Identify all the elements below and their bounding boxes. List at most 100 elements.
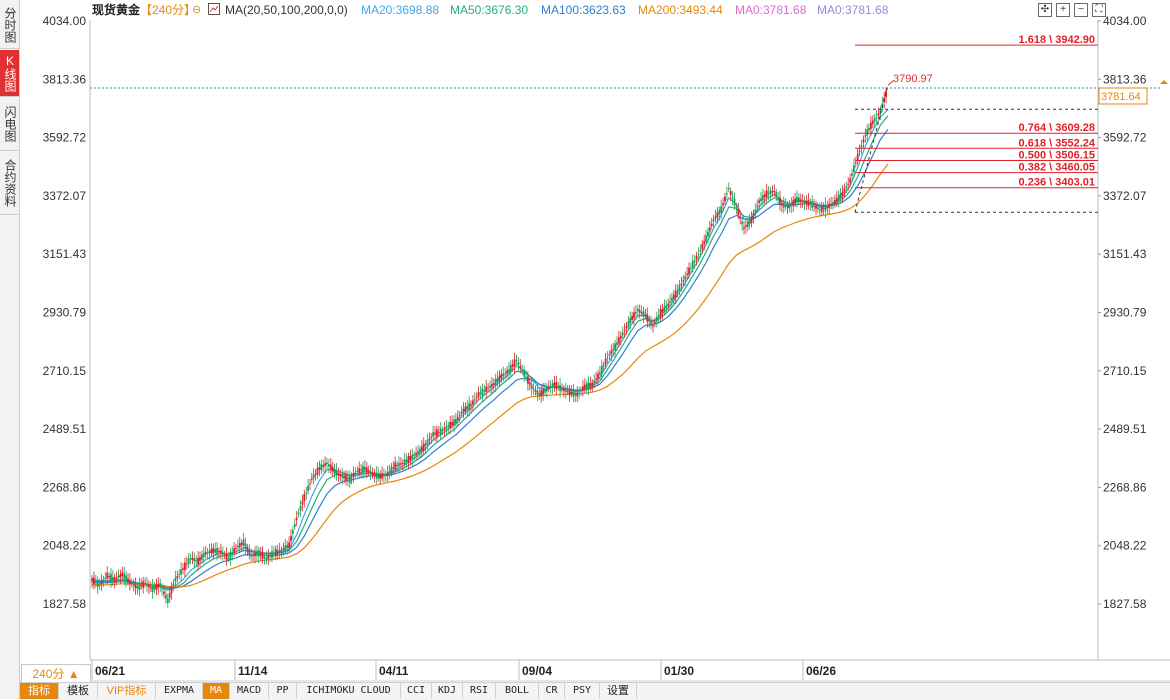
tb-ichimoku[interactable]: ICHIMOKU CLOUD	[297, 683, 401, 699]
candle-body	[242, 539, 245, 546]
candle-body	[513, 359, 516, 367]
candle-body	[701, 244, 704, 250]
candle-body	[324, 463, 326, 466]
tb-kdj[interactable]: KDJ	[432, 683, 463, 699]
tab-kline[interactable]: K线图	[0, 50, 19, 97]
candle-body	[748, 220, 751, 225]
candle-body	[805, 201, 808, 204]
candle-body	[788, 205, 791, 209]
candle-body	[587, 382, 590, 389]
candle-body	[792, 200, 795, 206]
tb-templates[interactable]: 模板	[59, 683, 98, 699]
move-icon[interactable]: ✣	[1038, 3, 1052, 17]
candle-body	[502, 373, 505, 376]
y-tick-label-left: 2268.86	[43, 480, 87, 494]
candle-body	[165, 594, 167, 599]
candle-body	[430, 436, 433, 438]
candle-body	[580, 389, 582, 392]
candle-body	[511, 364, 514, 367]
candle-body	[506, 370, 508, 374]
candle-body	[606, 357, 609, 359]
candle-body	[500, 374, 503, 379]
candle-body	[276, 550, 279, 553]
ma-spec: MA(20,50,100,200,0,0)	[225, 3, 348, 17]
candle-body	[475, 397, 478, 399]
candle-body	[741, 221, 743, 225]
candle-body	[132, 584, 135, 586]
candle-body	[282, 548, 285, 550]
candle-body	[684, 276, 687, 280]
tb-cci[interactable]: CCI	[401, 683, 432, 699]
candle-body	[216, 548, 218, 555]
tb-rsi[interactable]: RSI	[463, 683, 496, 699]
candle-body	[424, 443, 427, 447]
tb-expma[interactable]: EXPMA	[156, 683, 203, 699]
period-selector[interactable]: 240分 ▲	[21, 664, 91, 684]
x-tick-label: 09/04	[522, 664, 552, 678]
switch-period-icon[interactable]: ⊖	[192, 4, 202, 16]
fib-level-label: 0.618 \ 3552.24	[1019, 137, 1096, 149]
candle-body	[864, 135, 867, 137]
tab-lightning[interactable]: 闪电图	[0, 98, 19, 151]
candle-body	[104, 577, 107, 579]
candle-body	[278, 549, 281, 553]
tb-ma[interactable]: MA	[203, 683, 230, 699]
tb-macd[interactable]: MACD	[230, 683, 269, 699]
tb-psy[interactable]: PSY	[565, 683, 600, 699]
candle-body	[221, 552, 224, 555]
candle-body	[441, 429, 444, 431]
candle-body	[582, 386, 584, 391]
candle-body	[218, 550, 220, 553]
candle-body	[494, 379, 497, 386]
candle-body	[204, 551, 207, 555]
candle-body	[703, 241, 706, 244]
candle-body	[254, 552, 256, 557]
candle-body	[309, 483, 311, 485]
candle-body	[358, 468, 361, 473]
candle-body	[786, 205, 789, 208]
candle-body	[682, 280, 685, 282]
tb-vip-indicators[interactable]: VIP指标	[98, 683, 156, 699]
sun-icon[interactable]: ☼	[4, 3, 15, 17]
tb-indicators[interactable]: 指标	[20, 683, 59, 699]
candle-body	[871, 120, 874, 125]
candle-body	[648, 320, 651, 322]
tab-contract-info[interactable]: 合约资料	[0, 152, 19, 215]
tab-timeshare[interactable]: 分时图	[0, 2, 19, 49]
candle-body	[534, 389, 537, 392]
candle-body	[563, 388, 565, 391]
candle-body	[98, 584, 101, 586]
y-tick-label-left: 1827.58	[43, 597, 87, 611]
candle-body	[271, 551, 273, 558]
candle-body	[555, 382, 558, 389]
tb-boll[interactable]: BOLL	[496, 683, 539, 699]
y-tick-label-left: 2930.79	[43, 306, 87, 320]
tb-cr[interactable]: CR	[539, 683, 565, 699]
candle-body	[108, 576, 110, 578]
fib-level-label: 0.236 \ 3403.01	[1019, 177, 1095, 189]
candle-body	[815, 205, 817, 209]
candle-body	[161, 588, 163, 590]
candle-body	[618, 337, 620, 344]
zoom-out-icon[interactable]: −	[1074, 3, 1088, 17]
candle-body	[250, 554, 253, 557]
period-label[interactable]: 【240分】	[140, 3, 197, 17]
candle-body	[798, 197, 800, 203]
fullscreen-icon[interactable]: ⛶	[1092, 3, 1106, 17]
candle-body	[862, 139, 865, 143]
tb-pp[interactable]: PP	[269, 683, 297, 699]
candle-body	[690, 267, 692, 269]
candle-body	[138, 583, 141, 590]
candle-body	[189, 558, 192, 560]
candle-body	[339, 474, 342, 477]
candle-body	[616, 342, 618, 346]
tb-settings[interactable]: 设置	[600, 683, 637, 699]
candle-body	[354, 472, 357, 474]
indicator-edit-icon[interactable]	[208, 0, 220, 15]
candle-body	[265, 557, 268, 560]
candle-body	[509, 365, 512, 372]
candle-body	[267, 555, 270, 559]
y-tick-label-right: 2048.22	[1103, 539, 1147, 553]
zoom-in-icon[interactable]: +	[1056, 3, 1070, 17]
